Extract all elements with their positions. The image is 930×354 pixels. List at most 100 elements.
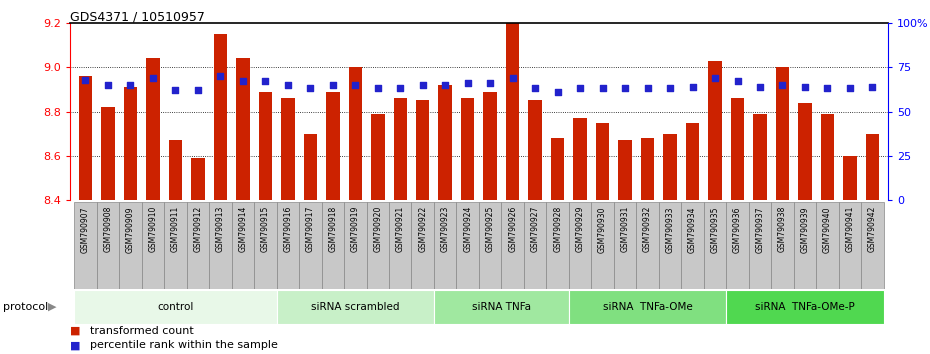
Bar: [614, 202, 636, 289]
Bar: [393, 98, 407, 200]
Text: GSM790926: GSM790926: [508, 206, 517, 252]
Text: GSM790938: GSM790938: [778, 206, 787, 252]
Bar: [726, 290, 884, 324]
Text: GSM790939: GSM790939: [801, 206, 809, 253]
Bar: [232, 202, 254, 289]
Bar: [524, 202, 547, 289]
Bar: [528, 101, 542, 200]
Point: [392, 86, 407, 91]
Bar: [685, 122, 699, 200]
Bar: [281, 98, 295, 200]
Point: [281, 82, 296, 88]
Text: GSM790908: GSM790908: [103, 206, 113, 252]
Text: GSM790920: GSM790920: [373, 206, 382, 252]
Text: GSM790912: GSM790912: [193, 206, 203, 252]
Text: GSM790921: GSM790921: [396, 206, 405, 252]
Point: [798, 84, 813, 90]
Bar: [479, 202, 501, 289]
Bar: [187, 202, 209, 289]
Bar: [254, 202, 276, 289]
Text: GSM790914: GSM790914: [238, 206, 247, 252]
Text: siRNA TNFa: siRNA TNFa: [472, 302, 531, 312]
Text: GSM790941: GSM790941: [845, 206, 855, 252]
Bar: [866, 134, 879, 200]
Text: GSM790925: GSM790925: [485, 206, 495, 252]
Bar: [165, 202, 187, 289]
Bar: [168, 140, 182, 200]
Point: [168, 87, 183, 93]
Point: [460, 80, 475, 86]
Point: [640, 86, 655, 91]
Point: [820, 86, 835, 91]
Bar: [682, 202, 704, 289]
Text: GSM790917: GSM790917: [306, 206, 315, 252]
Text: GSM790935: GSM790935: [711, 206, 720, 253]
Text: ■: ■: [70, 326, 80, 336]
Text: percentile rank within the sample: percentile rank within the sample: [90, 340, 278, 350]
Point: [685, 84, 700, 90]
Point: [416, 82, 431, 88]
Text: GSM790934: GSM790934: [688, 206, 698, 253]
Bar: [146, 58, 160, 200]
Bar: [74, 290, 276, 324]
Point: [662, 86, 677, 91]
Text: GSM790909: GSM790909: [126, 206, 135, 253]
Bar: [438, 85, 452, 200]
Bar: [101, 107, 114, 200]
Text: GSM790927: GSM790927: [531, 206, 539, 252]
Text: GSM790937: GSM790937: [755, 206, 764, 253]
Bar: [771, 202, 793, 289]
Bar: [349, 67, 362, 200]
Point: [843, 86, 857, 91]
Point: [618, 86, 632, 91]
Bar: [79, 76, 92, 200]
Point: [145, 75, 160, 81]
Text: GDS4371 / 10510957: GDS4371 / 10510957: [70, 11, 205, 24]
Bar: [366, 202, 389, 289]
Text: GSM790922: GSM790922: [418, 206, 427, 252]
Bar: [574, 118, 587, 200]
Text: GSM790916: GSM790916: [284, 206, 292, 252]
Text: GSM790932: GSM790932: [643, 206, 652, 252]
Bar: [820, 114, 834, 200]
Bar: [641, 138, 655, 200]
Bar: [434, 202, 457, 289]
Bar: [119, 202, 141, 289]
Bar: [416, 101, 430, 200]
Point: [123, 82, 138, 88]
Text: GSM790929: GSM790929: [576, 206, 585, 252]
Text: GSM790942: GSM790942: [868, 206, 877, 252]
Bar: [569, 202, 591, 289]
Point: [438, 82, 453, 88]
Bar: [74, 202, 97, 289]
Text: GSM790940: GSM790940: [823, 206, 832, 253]
Point: [527, 86, 542, 91]
Point: [370, 86, 385, 91]
Point: [752, 84, 767, 90]
Point: [213, 73, 228, 79]
Bar: [709, 61, 722, 200]
Bar: [214, 34, 227, 200]
Bar: [192, 158, 205, 200]
Bar: [551, 138, 565, 200]
Point: [348, 82, 363, 88]
Point: [865, 84, 880, 90]
Point: [573, 86, 588, 91]
Bar: [839, 202, 861, 289]
Text: siRNA scrambled: siRNA scrambled: [311, 302, 400, 312]
Text: ■: ■: [70, 340, 80, 350]
Text: siRNA  TNFa-OMe-P: siRNA TNFa-OMe-P: [755, 302, 855, 312]
Point: [708, 75, 723, 81]
Point: [595, 86, 610, 91]
Bar: [344, 202, 366, 289]
Bar: [371, 114, 384, 200]
Text: GSM790928: GSM790928: [553, 206, 562, 252]
Bar: [276, 290, 434, 324]
Text: siRNA  TNFa-OMe: siRNA TNFa-OMe: [603, 302, 693, 312]
Bar: [389, 202, 411, 289]
Bar: [663, 134, 677, 200]
Bar: [322, 202, 344, 289]
Text: GSM790931: GSM790931: [620, 206, 630, 252]
Point: [191, 87, 206, 93]
Text: protocol: protocol: [3, 302, 48, 312]
